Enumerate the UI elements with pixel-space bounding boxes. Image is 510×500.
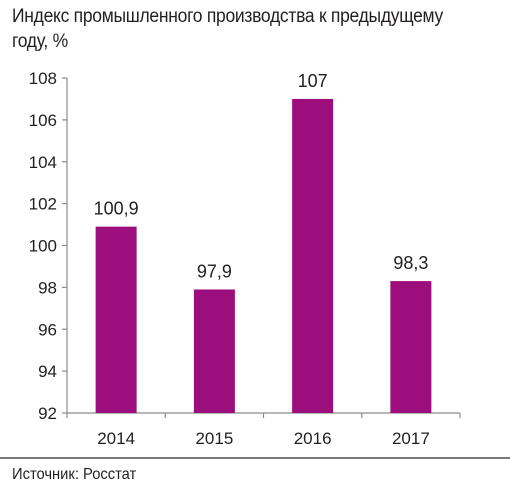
y-tick-label: 108 (29, 69, 57, 88)
source-divider (0, 457, 510, 459)
bars (95, 98, 432, 413)
y-tick-label: 102 (29, 195, 57, 214)
y-tick-label: 100 (29, 237, 57, 256)
bar-chart: 92 94 96 98 100 102 104 106 108 2014 2015 2016 2017… (29, 69, 461, 448)
x-axis-labels: 2014 2015 2016 2017 (97, 429, 430, 448)
x-tick-label: 2017 (392, 429, 430, 448)
data-labels: 100,9 97,9 107 98,3 (94, 71, 429, 282)
x-tick-label: 2015 (195, 429, 233, 448)
y-tick-label: 106 (29, 111, 57, 130)
x-tick-label: 2016 (294, 429, 332, 448)
bar-2017 (390, 281, 432, 413)
bar-2014 (95, 226, 137, 413)
data-label-2015: 97,9 (197, 261, 232, 281)
source-note: Источник: Росстат (12, 466, 137, 483)
data-label-2014: 100,9 (94, 199, 139, 219)
data-label-2016: 107 (298, 71, 328, 91)
y-tick-label: 98 (38, 278, 57, 297)
y-tick-label: 104 (29, 153, 57, 172)
y-axis-ticks: 92 94 96 98 100 102 104 106 108 (29, 69, 67, 423)
bar-2016 (292, 98, 334, 413)
data-label-2017: 98,3 (393, 253, 428, 273)
chart-title: Индекс промышленного производства к пред… (12, 6, 443, 52)
y-tick-label: 92 (38, 404, 57, 423)
x-tick-label: 2014 (97, 429, 135, 448)
bar-2015 (193, 289, 235, 413)
y-tick-label: 96 (38, 320, 57, 339)
y-tick-label: 94 (38, 362, 57, 381)
